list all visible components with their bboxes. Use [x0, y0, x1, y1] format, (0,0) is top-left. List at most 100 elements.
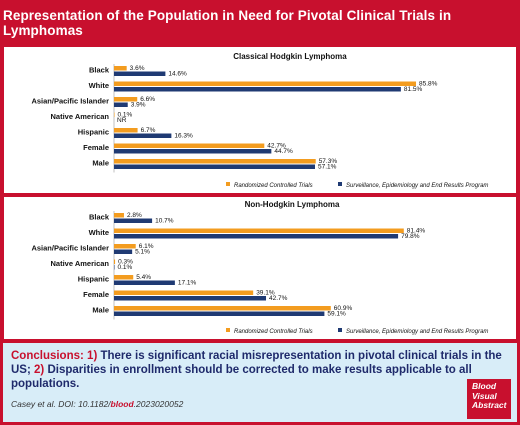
value-label-rct-white: 81.4%	[407, 228, 426, 235]
chart-non-hodgkin: Non-Hodgkin Lymphoma Black 2.8% 10.7% White 8…	[31, 200, 488, 335]
category-label-white: White	[89, 81, 109, 90]
value-label-rct-female: 39.1%	[256, 290, 275, 297]
citation-prefix: Casey et al. DOI: 10.1182/	[11, 399, 111, 409]
value-label-rct-asian-pacific-islander: 6.6%	[140, 96, 155, 103]
category-label-male: Male	[92, 159, 109, 168]
badge-line-3: Abstract	[472, 400, 507, 410]
value-label-seer-female: 44.7%	[274, 148, 293, 155]
bar-rct-hispanic	[114, 128, 138, 133]
conclusions-heading: Conclusions:	[11, 350, 84, 362]
category-label-white: White	[89, 228, 109, 237]
chart-hodgkin: Classical Hodgkin Lymphoma Black 3.6% 14.6%…	[31, 52, 488, 189]
category-label-hispanic: Hispanic	[78, 275, 109, 284]
category-label-female: Female	[83, 290, 109, 299]
citation-journal: blood	[110, 399, 134, 409]
bar-seer-black	[114, 71, 166, 76]
category-label-black: Black	[89, 213, 110, 222]
bar-seer-white	[114, 234, 399, 239]
value-label-rct-hispanic: 6.7%	[141, 127, 156, 134]
bar-rct-male	[114, 306, 331, 311]
category-label-black: Black	[89, 66, 110, 75]
value-label-seer-white: 79.8%	[401, 233, 420, 240]
value-label-rct-white: 85.8%	[419, 81, 438, 88]
chart-title: Non-Hodgkin Lymphoma	[245, 200, 340, 209]
bar-seer-native-american	[114, 265, 115, 270]
legend-swatch-rct	[226, 182, 230, 186]
legend-label-rct: Randomized Controlled Trials	[234, 183, 313, 189]
bar-rct-asian-pacific-islander	[114, 244, 136, 249]
bar-seer-female	[114, 296, 267, 301]
value-label-rct-native-american: 0.1%	[118, 112, 133, 119]
value-label-rct-male: 60.9%	[334, 305, 353, 312]
value-label-rct-asian-pacific-islander: 6.1%	[139, 243, 154, 250]
value-label-seer-female: 42.7%	[269, 295, 288, 302]
bar-seer-asian-pacific-islander	[114, 249, 133, 254]
conclusion-1-text: There is significant racial misrepresent…	[11, 350, 502, 376]
category-label-female: Female	[83, 143, 109, 152]
bar-seer-asian-pacific-islander	[114, 102, 128, 107]
chart-panel-hodgkin: Classical Hodgkin Lymphoma Black 3.6% 14.6%…	[3, 46, 517, 194]
bar-rct-black	[114, 213, 124, 218]
value-label-seer-male: 59.1%	[327, 311, 346, 318]
bar-seer-white	[114, 87, 401, 92]
chart-panel-non-hodgkin: Non-Hodgkin Lymphoma Black 2.8% 10.7% White 8…	[3, 196, 517, 340]
category-label-native-american: Native American	[51, 259, 110, 268]
bar-seer-black	[114, 218, 153, 223]
conclusions-text: Conclusions: 1) There is significant rac…	[11, 349, 511, 391]
value-label-rct-native-american: 0.3%	[118, 259, 133, 266]
value-label-seer-black: 10.7%	[155, 218, 174, 225]
value-label-seer-black: 14.6%	[168, 71, 187, 78]
category-label-male: Male	[92, 306, 109, 315]
bar-seer-female	[114, 149, 272, 154]
value-label-seer-hispanic: 16.3%	[174, 133, 193, 140]
bar-rct-black	[114, 66, 127, 71]
value-label-rct-black: 2.8%	[127, 212, 142, 219]
citation: Casey et al. DOI: 10.1182/blood.20230200…	[11, 399, 183, 409]
value-label-seer-white: 81.5%	[404, 86, 423, 93]
value-label-rct-black: 3.6%	[130, 65, 145, 72]
legend-label-seer: Surveillance, Epidemiology and End Resul…	[346, 329, 488, 335]
bar-seer-hispanic	[114, 133, 172, 138]
bar-rct-female	[114, 143, 265, 148]
category-label-asian-pacific-islander: Asian/Pacific Islander	[31, 244, 109, 253]
bar-rct-asian-pacific-islander	[114, 97, 138, 102]
conclusion-2-text: Disparities in enrollment should be corr…	[11, 364, 472, 390]
chart-title: Classical Hodgkin Lymphoma	[233, 52, 347, 61]
value-label-seer-native-american: 0.1%	[118, 264, 133, 271]
category-label-asian-pacific-islander: Asian/Pacific Islander	[31, 97, 109, 106]
bar-rct-male	[114, 159, 316, 164]
legend-label-rct: Randomized Controlled Trials	[234, 329, 313, 335]
badge-line-1: Blood	[472, 381, 497, 391]
value-label-rct-female: 42.7%	[267, 143, 286, 150]
bar-rct-female	[114, 290, 254, 295]
value-label-seer-asian-pacific-islander: 3.9%	[131, 102, 146, 109]
conclusion-1-number: 1)	[87, 350, 98, 362]
conclusion-2-number: 2)	[34, 364, 45, 376]
badge-line-2: Visual	[472, 390, 497, 401]
value-label-rct-hispanic: 5.4%	[136, 274, 151, 281]
legend-swatch-seer	[338, 182, 342, 186]
bar-seer-male	[114, 164, 315, 169]
conclusions-box: Conclusions: 1) There is significant rac…	[3, 343, 517, 422]
page-title: Representation of the Population in Need…	[3, 3, 517, 43]
legend-label-seer: Surveillance, Epidemiology and End Resul…	[346, 183, 488, 189]
bar-rct-native-american	[114, 259, 116, 264]
legend-swatch-seer	[338, 328, 342, 332]
citation-suffix: .2023020052	[133, 399, 184, 409]
bar-seer-hispanic	[114, 280, 175, 285]
category-label-hispanic: Hispanic	[78, 128, 109, 137]
value-label-seer-native-american: NR	[117, 117, 127, 124]
value-label-rct-male: 57.3%	[319, 158, 338, 165]
bar-rct-white	[114, 81, 417, 86]
value-label-seer-male: 57.1%	[318, 164, 337, 171]
bar-seer-male	[114, 311, 325, 316]
bar-rct-native-american	[114, 112, 115, 117]
bar-rct-hispanic	[114, 275, 134, 280]
value-label-seer-asian-pacific-islander: 5.1%	[135, 249, 150, 256]
blood-visual-abstract-badge: Blood Visual Abstract	[467, 379, 511, 419]
category-label-native-american: Native American	[51, 112, 110, 121]
bar-rct-white	[114, 228, 404, 233]
value-label-seer-hispanic: 17.1%	[178, 280, 197, 287]
legend-swatch-rct	[226, 328, 230, 332]
